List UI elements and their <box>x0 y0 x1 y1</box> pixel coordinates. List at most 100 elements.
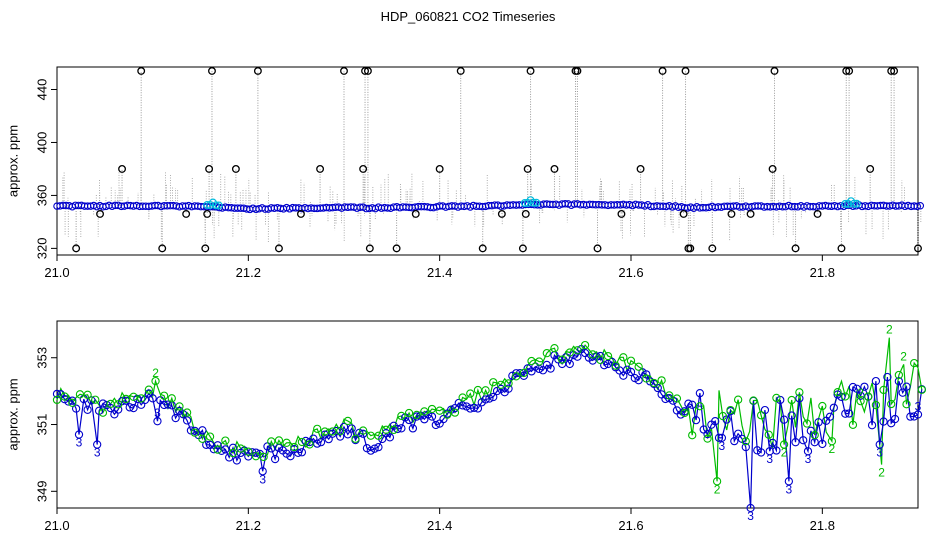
series-2-point <box>114 400 123 409</box>
series-2-marker: 2 <box>829 442 836 456</box>
series-3-point <box>87 396 96 405</box>
raw-outlier-point <box>297 210 305 218</box>
series-3-point <box>691 415 701 425</box>
raw-outlier-point <box>708 244 717 253</box>
series-3-point <box>458 401 467 410</box>
series-2-point <box>68 398 77 407</box>
series-2-point <box>267 437 276 446</box>
series-2-point <box>450 408 460 417</box>
series-2-point <box>144 385 153 394</box>
series-3-point <box>408 424 418 433</box>
series-2-point <box>626 356 636 365</box>
raw-outlier-point <box>770 67 779 75</box>
series-3-point <box>703 429 712 439</box>
chart-title: HDP_060821 CO2 Timeseries <box>380 9 556 24</box>
series-2-point <box>856 396 865 406</box>
series-3-point <box>573 352 582 361</box>
series-3-point <box>772 446 781 455</box>
series-3-points <box>52 345 926 513</box>
series-3-point <box>179 410 188 419</box>
series-3-point <box>875 440 884 449</box>
series-3-point <box>94 406 104 415</box>
raw-outlier-point <box>363 67 372 75</box>
series-2-point <box>98 408 108 417</box>
series-2-point <box>504 379 513 388</box>
raw-outlier-point <box>435 164 444 173</box>
series-3-point <box>898 388 907 397</box>
series-3-marker: 3 <box>259 472 266 486</box>
smooth-x-tick-label: 21.4 <box>427 518 452 533</box>
raw-outlier-point <box>842 67 851 75</box>
series-3-point <box>841 409 850 418</box>
series-3-point <box>297 448 307 457</box>
series-3-point <box>803 447 813 456</box>
series-2-point <box>297 437 307 447</box>
series-3-point <box>336 432 345 441</box>
series-2-point <box>496 380 506 389</box>
series-3-point <box>217 446 226 455</box>
series-2-point <box>810 430 819 440</box>
raw-baseline-points <box>53 196 925 214</box>
raw-outlier-point <box>118 164 127 173</box>
series-3-point <box>634 376 643 385</box>
series-2-point <box>802 419 812 428</box>
raw-outlier-point <box>518 244 527 253</box>
raw-outlier-point <box>636 164 645 173</box>
series-3-point <box>343 430 352 439</box>
series-3-point <box>469 403 479 412</box>
series-2-point <box>588 350 597 359</box>
series-3-point <box>393 424 402 434</box>
raw-outlier-point <box>182 210 191 218</box>
raw-y-tick-label: 360 <box>34 185 49 207</box>
series-3-point <box>695 388 705 398</box>
series-3-point <box>74 430 84 439</box>
series-3-point <box>370 444 379 453</box>
series-2-point <box>167 394 176 403</box>
series-2-point <box>787 395 796 405</box>
series-3-point <box>860 382 869 391</box>
raw-x-tick-label: 21.8 <box>810 265 835 280</box>
series-3-point <box>182 416 192 425</box>
series-3-point <box>600 361 609 370</box>
series-2-point <box>91 395 100 404</box>
series-2-point <box>703 434 712 443</box>
series-3-point <box>148 394 157 403</box>
series-2-point <box>244 447 253 456</box>
series-2-point <box>159 391 169 400</box>
raw-baseline-point <box>913 202 921 211</box>
raw-x-tick-label: 21.4 <box>427 265 452 280</box>
series-3-point <box>125 403 134 412</box>
raw-outlier-point <box>550 164 559 173</box>
series-3-marker: 3 <box>94 446 101 460</box>
raw-outlier-point <box>727 210 736 218</box>
series-3-point <box>883 372 892 382</box>
raw-outlier-point <box>201 244 210 253</box>
raw-outlier-point <box>361 67 369 75</box>
series-2-point <box>833 387 842 397</box>
series-3-point <box>913 410 923 419</box>
raw-flagged-point <box>529 198 538 207</box>
series-2-point <box>542 349 551 358</box>
series-2-point <box>397 411 406 421</box>
series-3-point <box>140 395 150 405</box>
series-3-point <box>374 443 383 452</box>
series-2-point <box>642 374 651 383</box>
series-3-point <box>347 424 356 433</box>
series-3-point <box>293 448 303 457</box>
raw-outlier-point <box>914 244 922 253</box>
raw-outlier-point <box>137 67 146 75</box>
plot-raw-co2: 21.0 21.2 21.4 21.6 21.8 320 360 400 440 approx. … <box>5 66 925 280</box>
series-3-point <box>910 412 919 421</box>
series-2-point <box>466 389 475 398</box>
raw-outlier-point <box>791 244 800 253</box>
series-3-point <box>565 359 574 369</box>
series-3-point <box>366 446 375 455</box>
series-2-point <box>665 391 674 400</box>
series-2-point <box>864 392 873 401</box>
series-3-point <box>619 371 628 380</box>
series-3-point <box>153 417 162 426</box>
series-2-point <box>290 442 299 452</box>
series-3-marker: 3 <box>747 509 754 523</box>
series-2-point <box>412 410 421 420</box>
raw-flagged-point <box>849 199 858 208</box>
